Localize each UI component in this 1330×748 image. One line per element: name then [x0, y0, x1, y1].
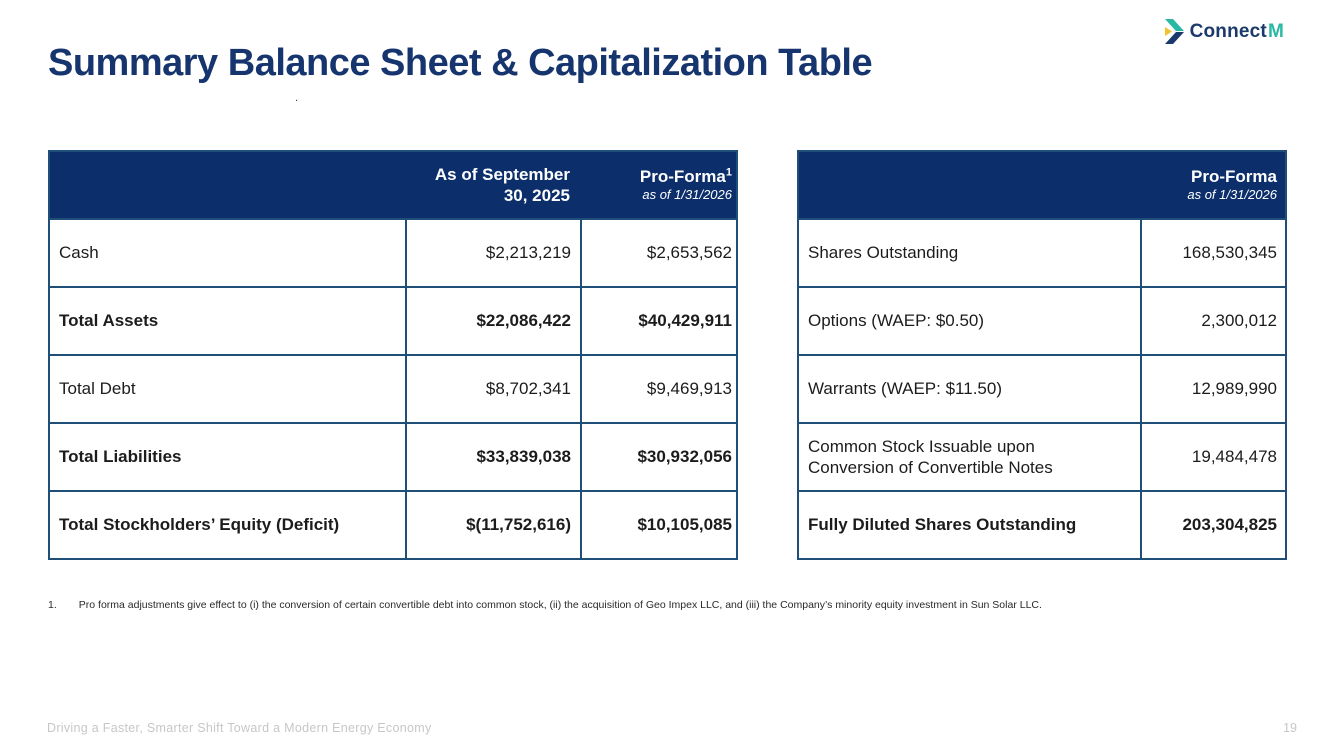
footnote: 1. Pro forma adjustments give effect to … — [48, 599, 1228, 611]
cap-header-proforma-date: as of 1/31/2026 — [1187, 187, 1277, 203]
cap-header-proforma-label: Pro-Forma — [1191, 166, 1277, 186]
balance-sheet-header-sep30: As of September 30, 2025 — [405, 152, 580, 218]
connectm-wordmark: ConnectM — [1190, 21, 1284, 43]
table-row: Fully Diluted Shares Outstanding 203,304,… — [799, 490, 1285, 558]
balance-sheet-header-proforma: Pro-Forma1 as of 1/31/2026 — [580, 152, 736, 218]
table-row: Total Assets $22,086,422 $40,429,911 — [50, 286, 736, 354]
balance-sheet-table: As of September 30, 2025 Pro-Forma1 as o… — [48, 150, 738, 560]
row-label: Shares Outstanding — [808, 243, 959, 263]
row-label: Warrants (WAEP: $11.50) — [808, 379, 1002, 399]
row-value-sep30: $8,702,341 — [405, 356, 580, 422]
balance-sheet-header-blank — [50, 152, 405, 218]
logo-text-connect: Connect — [1189, 20, 1267, 42]
row-value-sep30: $(11,752,616) — [405, 492, 580, 558]
row-value-proforma: 203,304,825 — [1140, 492, 1285, 558]
row-value-proforma: $30,932,056 — [580, 424, 736, 490]
row-value-proforma: $40,429,911 — [580, 288, 736, 354]
row-label: Cash — [59, 243, 99, 263]
table-row: Cash $2,213,219 $2,653,562 — [50, 218, 736, 286]
row-value-proforma: 19,484,478 — [1140, 424, 1285, 490]
table-row: Total Debt $8,702,341 $9,469,913 — [50, 354, 736, 422]
stray-dot: . — [295, 92, 299, 104]
page-title: Summary Balance Sheet & Capitalization T… — [48, 42, 873, 84]
connectm-chevron-icon — [1164, 19, 1185, 44]
footnote-text: Pro forma adjustments give effect to (i)… — [78, 599, 1042, 611]
row-label: Total Debt — [59, 379, 136, 399]
header-sep30-label: As of September 30, 2025 — [434, 164, 570, 205]
row-value-proforma: $2,653,562 — [580, 220, 736, 286]
row-value-sep30: $33,839,038 — [405, 424, 580, 490]
balance-sheet-body: Cash $2,213,219 $2,653,562 Total Assets $22,… — [50, 218, 736, 558]
row-label: Total Liabilities — [59, 447, 182, 467]
row-value-proforma: 168,530,345 — [1140, 220, 1285, 286]
header-proforma-label: Pro-Forma1 — [639, 166, 732, 186]
table-row: Total Liabilities $33,839,038 $30,932,056 — [50, 422, 736, 490]
table-row: Common Stock Issuable upon Conversion of… — [799, 422, 1285, 490]
row-value-proforma: 12,989,990 — [1140, 356, 1285, 422]
table-row: Options (WAEP: $0.50) 2,300,012 — [799, 286, 1285, 354]
row-value-proforma: $9,469,913 — [580, 356, 736, 422]
cap-table-header-row: Pro-Forma as of 1/31/2026 — [799, 152, 1285, 218]
table-row: Shares Outstanding 168,530,345 — [799, 218, 1285, 286]
header-proforma-date: as of 1/31/2026 — [642, 187, 732, 203]
balance-sheet-header-row: As of September 30, 2025 Pro-Forma1 as o… — [50, 152, 736, 218]
cap-table-body: Shares Outstanding 168,530,345 Options (WA… — [799, 218, 1285, 558]
page-number: 19 — [1283, 721, 1297, 735]
cap-table-header-blank — [799, 152, 1140, 218]
row-label: Total Assets — [59, 311, 159, 331]
logo-text-m: M — [1267, 20, 1284, 42]
row-value-proforma: 2,300,012 — [1140, 288, 1285, 354]
row-value-sep30: $22,086,422 — [405, 288, 580, 354]
connectm-logo: ConnectM — [1164, 19, 1284, 44]
capitalization-table: Pro-Forma as of 1/31/2026 Shares Outstan… — [797, 150, 1287, 560]
footer-tagline: Driving a Faster, Smarter Shift Toward a… — [47, 721, 432, 735]
table-row: Total Stockholders’ Equity (Deficit) $(11… — [50, 490, 736, 558]
row-label: Total Stockholders’ Equity (Deficit) — [59, 515, 340, 535]
row-value-sep30: $2,213,219 — [405, 220, 580, 286]
row-label: Common Stock Issuable upon Conversion of… — [808, 436, 1053, 477]
footnote-number: 1. — [48, 599, 57, 611]
footnote-marker: 1 — [725, 166, 732, 179]
row-label: Options (WAEP: $0.50) — [808, 311, 985, 331]
table-row: Warrants (WAEP: $11.50) 12,989,990 — [799, 354, 1285, 422]
row-label: Fully Diluted Shares Outstanding — [808, 515, 1077, 535]
row-value-proforma: $10,105,085 — [580, 492, 736, 558]
cap-table-header-proforma: Pro-Forma as of 1/31/2026 — [1140, 152, 1285, 218]
